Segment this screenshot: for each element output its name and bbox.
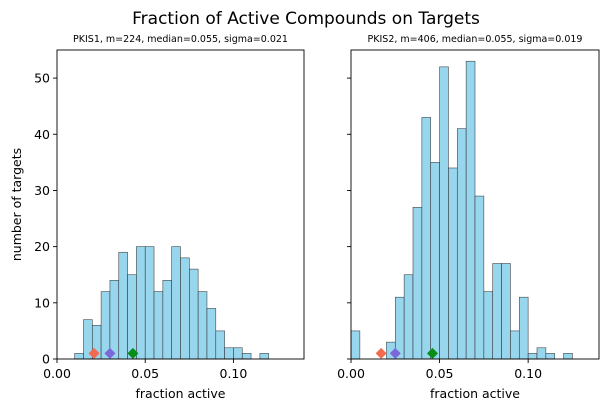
histogram-bar (518, 296, 529, 360)
histogram-bar (215, 330, 225, 360)
y-tick-label: 40 (34, 127, 50, 142)
y-tick-label: 30 (34, 183, 50, 198)
histogram-bar (224, 347, 234, 360)
histogram-bar (171, 246, 181, 360)
axes-frame (56, 49, 305, 360)
histogram-bar (100, 291, 111, 360)
histogram-bar (439, 66, 449, 360)
y-axis-label: number of targets (9, 148, 24, 261)
histogram-bar (536, 347, 547, 360)
histogram-bar (510, 330, 520, 360)
y-tick-label: 10 (34, 295, 50, 310)
histogram-bar (153, 291, 164, 360)
histogram-bar (233, 347, 243, 360)
summary-marker (375, 347, 387, 359)
histogram-bar (421, 117, 432, 360)
y-tick-label: 20 (34, 239, 50, 254)
histogram-bar (109, 280, 120, 360)
summary-marker (389, 347, 401, 359)
y-tick-label: 50 (34, 71, 50, 86)
summary-marker (426, 347, 438, 359)
x-tick-label: 0.00 (43, 366, 71, 381)
summary-marker (127, 347, 139, 359)
histogram-bar (206, 308, 217, 360)
y-tick-label: 0 (42, 352, 50, 367)
panel-pkis1: PKIS1, m=224, median=0.055, sigma=0.021 0… (9, 34, 305, 401)
histogram-bar (465, 60, 476, 360)
histogram-bar (483, 291, 494, 360)
x-tick-label: 0.05 (131, 366, 159, 381)
summary-marker (104, 347, 116, 359)
histogram-bar (430, 162, 440, 360)
histogram-bar (74, 353, 84, 360)
histogram-bar (259, 353, 270, 360)
histogram-bar (501, 263, 511, 360)
histogram-bar (474, 195, 485, 360)
panel-title: PKIS2, m=406, median=0.055, sigma=0.019 (368, 34, 583, 45)
histogram-bar (492, 263, 502, 360)
histogram-bar (136, 246, 146, 360)
histogram-bar (189, 268, 199, 360)
histogram-bar (180, 257, 190, 360)
x-tick-label: 0.10 (514, 366, 542, 381)
x-axis-label: fraction active (430, 386, 520, 401)
histogram-bar (197, 291, 208, 360)
histogram-bar (563, 353, 573, 360)
histogram-bar (456, 128, 467, 360)
histogram-bar (162, 280, 172, 360)
histogram-bar (412, 207, 423, 360)
histogram-bar (118, 251, 128, 360)
histogram-bar (527, 353, 538, 360)
histogram-bar (241, 353, 252, 360)
panel-title: PKIS1, m=224, median=0.055, sigma=0.021 (73, 34, 288, 45)
histogram-bar (350, 330, 361, 360)
summary-marker (88, 347, 100, 359)
histogram-bar (448, 167, 458, 360)
histogram-bar (144, 246, 155, 360)
x-tick-label: 0.05 (426, 366, 454, 381)
histogram-bar (403, 274, 414, 360)
histogram-bar (127, 274, 137, 360)
figure-title: Fraction of Active Compounds on Targets (132, 9, 480, 29)
x-axis-label: fraction active (136, 386, 226, 401)
x-tick-label: 0.00 (337, 366, 365, 381)
axes-frame (350, 49, 600, 360)
histogram-bar (545, 353, 556, 360)
x-tick-label: 0.10 (220, 366, 248, 381)
panel-pkis2: PKIS2, m=406, median=0.055, sigma=0.019 0… (337, 34, 600, 401)
